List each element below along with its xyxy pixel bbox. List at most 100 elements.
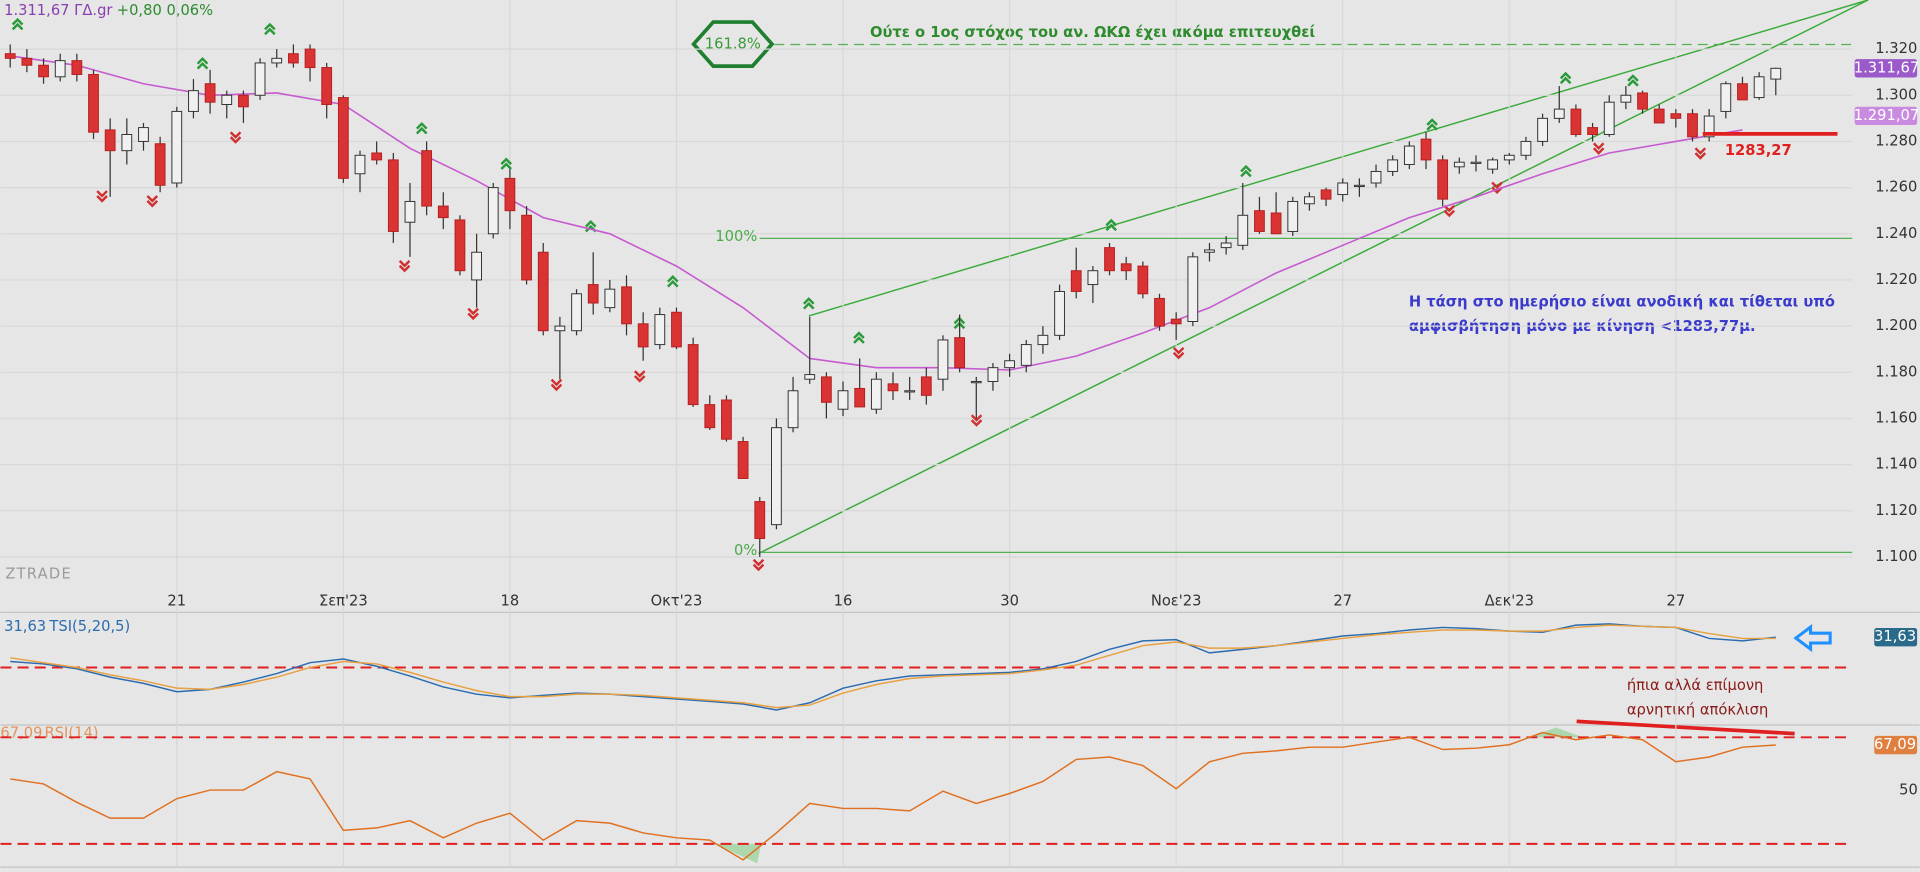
candle-body <box>254 62 266 96</box>
candle-body <box>138 127 149 142</box>
candle-body <box>1270 212 1282 235</box>
candle-body <box>1403 145 1415 166</box>
signal-up-icon <box>11 17 24 31</box>
candle-body <box>271 57 283 64</box>
signal-down-icon <box>398 259 411 273</box>
oversold-shade <box>714 843 761 864</box>
signal-down-icon <box>467 307 479 321</box>
x-tick-label: 30 <box>1000 592 1019 609</box>
candle-body <box>1603 101 1615 135</box>
candle-body <box>854 387 866 408</box>
indicator-value: 67,09 <box>0 725 42 742</box>
x-tick-label: 27 <box>1333 592 1352 609</box>
candle-body <box>571 293 582 332</box>
signal-up-icon <box>1559 71 1572 85</box>
x-tick-label: Νοε'23 <box>1151 592 1202 609</box>
candle-body <box>687 344 699 406</box>
candle-body <box>837 390 849 410</box>
candle-body <box>904 390 916 393</box>
value-badge <box>1874 628 1918 647</box>
candle-body <box>1054 290 1065 336</box>
candle-body <box>1237 214 1249 246</box>
signal-down-icon <box>550 378 563 392</box>
signal-up-icon <box>1105 218 1118 232</box>
signal-down-icon <box>1443 204 1456 218</box>
candle-body <box>1204 249 1215 253</box>
candle-body <box>1087 270 1099 286</box>
candle-body <box>1720 83 1732 112</box>
y-tick-label: 1.120 <box>1875 502 1917 519</box>
candle-body <box>1637 92 1648 110</box>
candle-body <box>1537 117 1548 142</box>
signal-up-icon <box>264 22 276 36</box>
candle-body <box>1170 318 1182 325</box>
x-tick-label: Σεπ'23 <box>319 592 368 609</box>
candle-body <box>621 286 632 325</box>
candle-body <box>1670 113 1682 119</box>
y-tick-label: 1.280 <box>1875 132 1917 149</box>
candle-body <box>471 251 482 281</box>
candle-body <box>1770 67 1782 80</box>
candle-body <box>887 383 899 392</box>
candle-body <box>1370 170 1382 184</box>
candle-body <box>1553 108 1565 119</box>
x-tick-label: 18 <box>501 592 520 609</box>
candle-body <box>671 311 682 348</box>
signal-down-icon <box>96 190 108 203</box>
y-tick-label: 50 <box>1899 782 1918 799</box>
candle-body <box>154 143 166 186</box>
signal-down-icon <box>146 195 159 208</box>
y-tick-label: 1.160 <box>1875 409 1917 426</box>
candle-body <box>504 177 516 212</box>
candle-body <box>1137 265 1149 295</box>
signal-up-icon <box>667 275 679 288</box>
candle-body <box>604 288 616 309</box>
signal-down-icon <box>970 414 983 427</box>
candle-body <box>487 187 499 235</box>
candle-body <box>771 427 782 526</box>
candle-body <box>454 219 466 272</box>
x-tick-label: Οκτ'23 <box>651 592 703 609</box>
signal-down-icon <box>1694 147 1707 160</box>
candle-body <box>1004 360 1015 369</box>
candle-body <box>637 323 649 348</box>
candle-body <box>970 381 982 384</box>
value-badge-label: 31,63 <box>1874 628 1916 645</box>
watermark: ZTRADE <box>5 565 72 582</box>
signal-down-icon <box>1592 142 1605 155</box>
candle-body <box>754 501 766 539</box>
x-tick-label: 21 <box>167 592 186 609</box>
price-badge-label: 1.311,67 <box>1854 59 1919 76</box>
candle-body <box>521 214 532 281</box>
annotation: αρνητική απόκλιση <box>1627 701 1768 718</box>
y-tick-label: 1.100 <box>1875 548 1917 565</box>
candle-body <box>404 200 416 223</box>
y-tick-label: 1.140 <box>1875 456 1917 473</box>
x-tick-label: Δεκ'23 <box>1485 592 1534 609</box>
signal-up-icon <box>802 297 815 310</box>
fib-label: 100% <box>715 228 757 245</box>
change: +0,80 0,06% <box>117 2 213 19</box>
signal-down-icon <box>633 370 646 383</box>
signal-down-icon <box>752 558 765 572</box>
candle-body <box>820 376 832 403</box>
candle-body <box>1487 159 1499 170</box>
candle-body <box>238 94 249 108</box>
candle-body <box>1120 263 1132 272</box>
y-tick-label: 1.220 <box>1875 271 1917 288</box>
candle-body <box>21 57 33 66</box>
annotation: Ούτε ο 1ος στόχος του αν. ΩΚΩ έχει ακόμα… <box>870 24 1315 41</box>
divergence-line <box>1576 719 1795 736</box>
candle-body <box>1570 108 1582 135</box>
y-tick-label: 1.240 <box>1875 225 1917 242</box>
candle-body <box>1320 189 1332 200</box>
candle-body <box>104 129 116 152</box>
candle-body <box>1453 161 1465 168</box>
candle-body <box>1287 200 1299 232</box>
candle-body <box>537 251 549 332</box>
candle-body <box>870 378 882 410</box>
candle-body <box>1304 196 1315 205</box>
